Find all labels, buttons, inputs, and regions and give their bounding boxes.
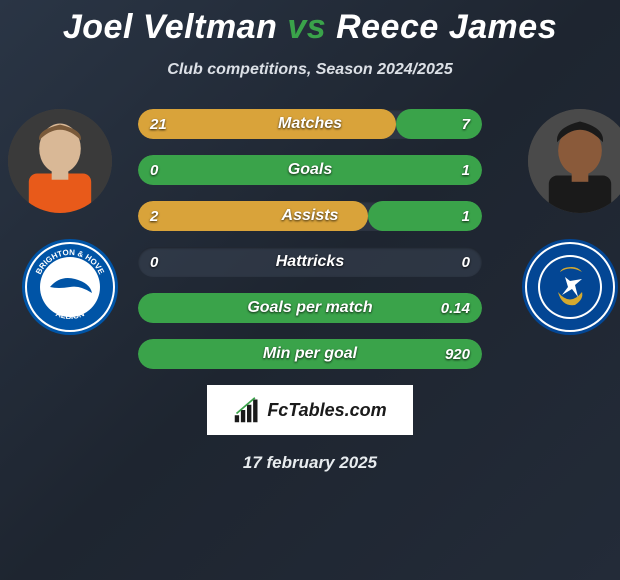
player1-avatar — [8, 109, 112, 213]
stat-label: Goals per match — [138, 293, 482, 323]
brand-text: FcTables.com — [267, 400, 386, 421]
player2-avatar-icon — [528, 109, 620, 213]
stat-label: Hattricks — [138, 247, 482, 277]
date-text: 17 february 2025 — [0, 453, 620, 473]
player1-club-badge: BRIGHTON & HOVE ALBION — [20, 237, 120, 337]
stats-bars: 217Matches 01Goals 21Assists 00Hattricks 0.1… — [138, 109, 482, 369]
subtitle: Club competitions, Season 2024/2025 — [0, 61, 620, 79]
stat-row: 920Min per goal — [138, 339, 482, 369]
brand-box[interactable]: FcTables.com — [207, 385, 413, 435]
player2-avatar — [528, 109, 620, 213]
comparison-content: BRIGHTON & HOVE ALBION 217Matches 01Goals… — [0, 109, 620, 369]
player1-name: Joel Veltman — [63, 8, 277, 46]
player1-avatar-icon — [8, 109, 112, 213]
stat-row: 0.14Goals per match — [138, 293, 482, 323]
player2-name: Reece James — [336, 8, 557, 46]
fctables-logo-icon — [233, 396, 261, 424]
player2-club-badge — [520, 237, 620, 337]
stat-row: 01Goals — [138, 155, 482, 185]
comparison-title: Joel Veltman vs Reece James — [0, 0, 620, 47]
stat-label: Matches — [138, 109, 482, 139]
stat-row: 21Assists — [138, 201, 482, 231]
vs-text: vs — [287, 8, 326, 46]
stat-label: Assists — [138, 201, 482, 231]
chelsea-badge-icon — [520, 237, 620, 337]
brighton-badge-icon: BRIGHTON & HOVE ALBION — [20, 237, 120, 337]
stat-label: Goals — [138, 155, 482, 185]
stat-label: Min per goal — [138, 339, 482, 369]
stat-row: 217Matches — [138, 109, 482, 139]
stat-row: 00Hattricks — [138, 247, 482, 277]
